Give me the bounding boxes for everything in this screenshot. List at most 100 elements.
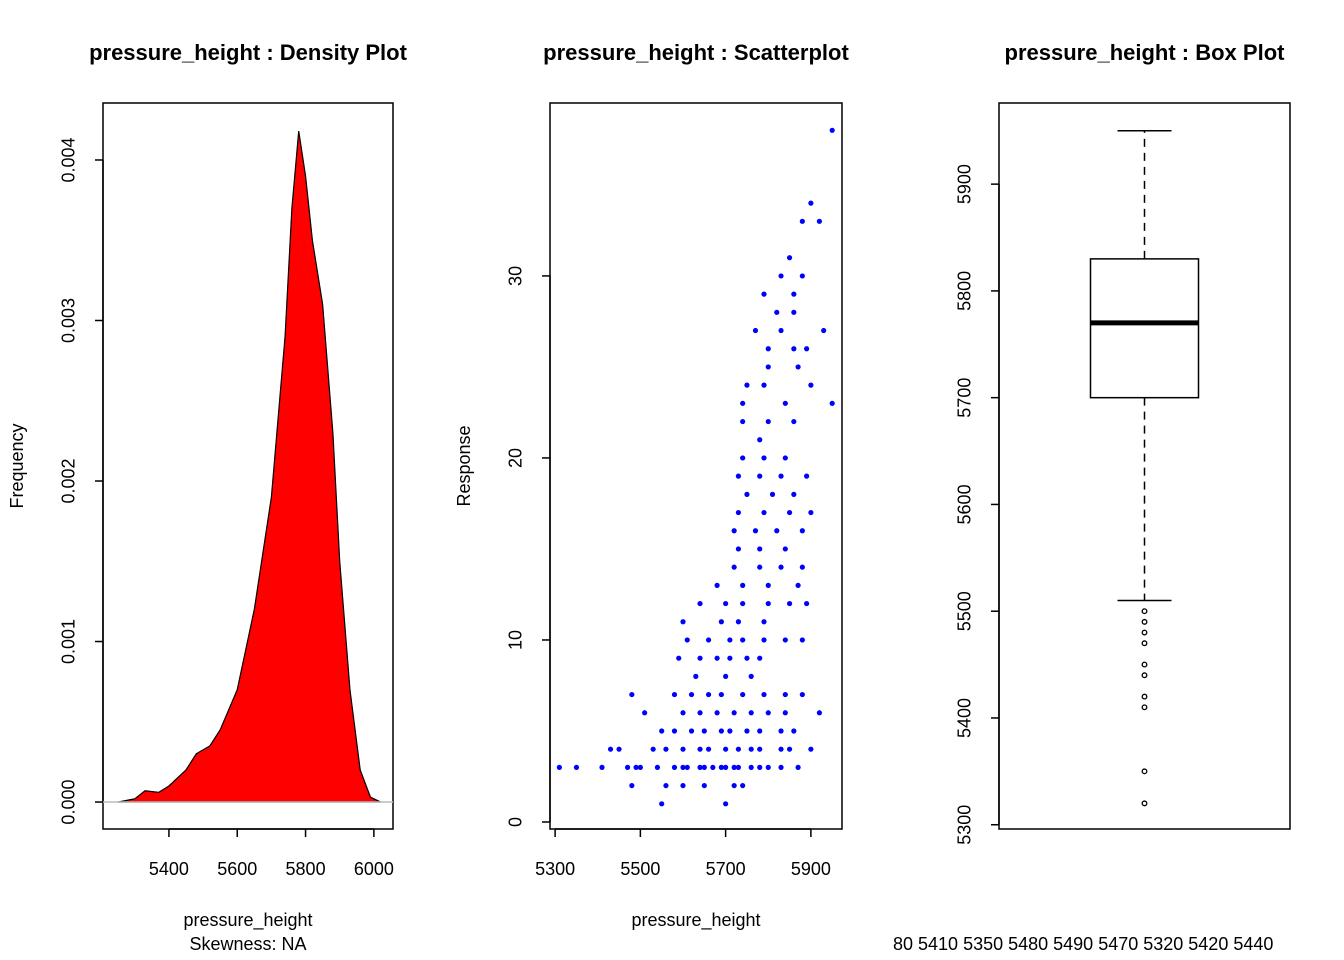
point bbox=[778, 764, 784, 770]
y-tick-label: 5700 bbox=[955, 378, 975, 418]
point bbox=[765, 600, 771, 607]
y-tick-label: 0.002 bbox=[59, 458, 79, 503]
y-tick-label: 5500 bbox=[955, 591, 975, 631]
point bbox=[765, 346, 771, 352]
y-tick-label: 5800 bbox=[955, 271, 975, 311]
y-tick-label: 0.001 bbox=[59, 619, 79, 664]
x-tick-label: 5300 bbox=[535, 859, 575, 879]
point bbox=[761, 619, 767, 625]
point bbox=[723, 801, 729, 807]
point bbox=[654, 764, 661, 770]
point bbox=[701, 764, 707, 770]
point bbox=[782, 691, 788, 698]
point bbox=[671, 691, 678, 698]
x-tick-label: 5600 bbox=[217, 859, 257, 879]
point bbox=[684, 637, 690, 643]
point bbox=[769, 491, 776, 497]
box bbox=[1089, 258, 1200, 399]
outlier bbox=[1141, 704, 1148, 711]
point bbox=[748, 764, 754, 770]
point bbox=[778, 273, 784, 279]
point bbox=[659, 801, 665, 807]
point bbox=[727, 637, 733, 643]
point bbox=[573, 764, 580, 770]
point bbox=[705, 746, 712, 752]
point bbox=[761, 291, 767, 297]
point bbox=[740, 582, 746, 588]
point bbox=[697, 764, 703, 770]
point bbox=[740, 782, 746, 789]
point bbox=[701, 728, 707, 734]
point bbox=[697, 655, 703, 661]
point bbox=[727, 728, 733, 734]
point bbox=[791, 491, 797, 497]
point bbox=[740, 418, 746, 425]
outlier bbox=[1141, 608, 1148, 615]
point bbox=[786, 255, 793, 261]
point bbox=[629, 782, 635, 789]
point bbox=[701, 782, 707, 789]
x-axis-label: pressure_height bbox=[631, 910, 760, 931]
point bbox=[680, 782, 686, 789]
outlier bbox=[1141, 800, 1148, 807]
point bbox=[752, 327, 759, 334]
point bbox=[718, 764, 724, 770]
point bbox=[757, 564, 763, 570]
point bbox=[697, 746, 703, 752]
point bbox=[761, 509, 767, 516]
point bbox=[791, 291, 797, 297]
point bbox=[799, 218, 805, 224]
point bbox=[718, 728, 724, 734]
point bbox=[705, 691, 712, 698]
y-axis-label: Frequency bbox=[7, 423, 27, 508]
point bbox=[808, 509, 814, 516]
point bbox=[765, 418, 771, 425]
x-tick-label: 5800 bbox=[286, 859, 326, 879]
point bbox=[804, 346, 810, 352]
point bbox=[629, 691, 635, 698]
x-tick-label: 6000 bbox=[354, 859, 394, 879]
y-tick-label: 0.004 bbox=[59, 137, 79, 182]
point bbox=[799, 564, 805, 570]
y-tick-label: 30 bbox=[506, 266, 526, 286]
outlier bbox=[1141, 618, 1148, 625]
outlier bbox=[1141, 629, 1148, 636]
x-tick-label: 5700 bbox=[706, 859, 746, 879]
point bbox=[757, 655, 763, 661]
y-tick-label: 5600 bbox=[955, 484, 975, 524]
point bbox=[752, 528, 759, 534]
point bbox=[782, 455, 788, 461]
point bbox=[808, 200, 814, 206]
point bbox=[680, 710, 686, 716]
point bbox=[786, 600, 793, 607]
point bbox=[748, 673, 754, 679]
point bbox=[791, 418, 797, 425]
point bbox=[735, 546, 742, 552]
point bbox=[778, 564, 784, 570]
point bbox=[778, 746, 784, 752]
point bbox=[757, 546, 763, 552]
point bbox=[761, 382, 767, 388]
point bbox=[765, 582, 771, 588]
point bbox=[731, 782, 737, 789]
point bbox=[714, 582, 720, 588]
chart-title: pressure_height : Density Plot bbox=[89, 40, 408, 65]
point bbox=[735, 473, 742, 479]
point bbox=[731, 764, 737, 770]
point bbox=[642, 710, 648, 716]
point bbox=[740, 455, 746, 461]
y-tick-label: 5900 bbox=[955, 164, 975, 204]
point bbox=[718, 691, 724, 698]
point bbox=[761, 455, 767, 461]
point bbox=[735, 509, 742, 516]
point bbox=[782, 637, 788, 643]
point bbox=[748, 710, 754, 716]
y-tick-label: 10 bbox=[506, 630, 526, 650]
point bbox=[791, 728, 797, 734]
point bbox=[799, 528, 805, 534]
point bbox=[688, 728, 695, 734]
point bbox=[714, 710, 720, 716]
point bbox=[671, 728, 678, 734]
point bbox=[774, 528, 780, 534]
point bbox=[633, 764, 639, 770]
